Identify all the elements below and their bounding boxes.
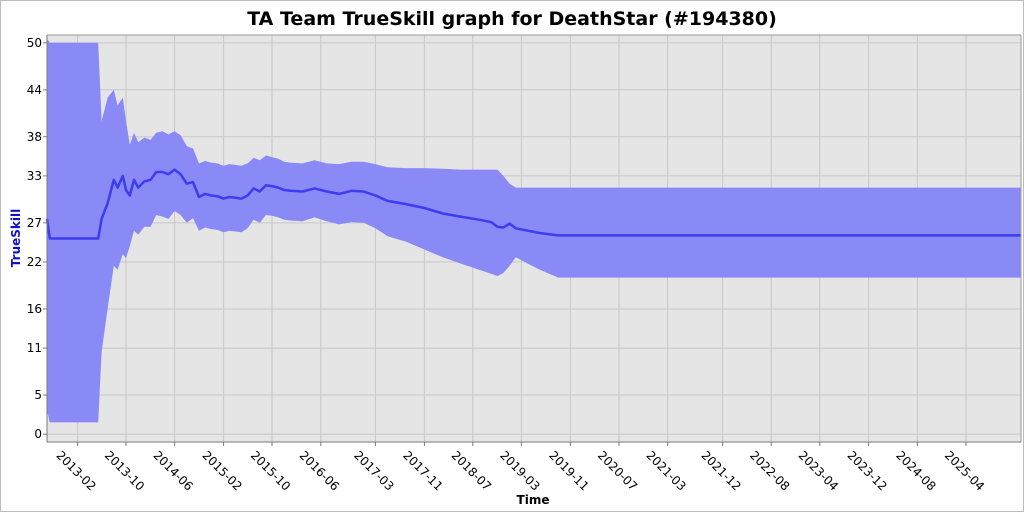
y-axis-label: TrueSkill	[9, 209, 23, 267]
trueskill-line-layer	[45, 168, 1021, 240]
x-tick-label: 2024-08	[893, 448, 938, 493]
y-tick-label: 27	[27, 216, 42, 230]
x-tick-label: 2019-03	[497, 448, 542, 493]
x-tick-label: 2020-07	[595, 448, 640, 493]
x-tick-label: 2021-03	[643, 448, 688, 493]
y-tick-label: 44	[27, 83, 42, 97]
x-tick-label: 2015-10	[248, 448, 293, 493]
chart-title: TA Team TrueSkill graph for DeathStar (#…	[247, 8, 777, 30]
y-tick-label: 0	[34, 427, 42, 441]
x-tick-label: 2019-11	[546, 448, 591, 493]
x-axis-label: Time	[517, 493, 550, 507]
y-tick-label: 16	[27, 302, 42, 316]
x-tick-label: 2022-08	[747, 448, 792, 493]
y-tick-label: 50	[27, 36, 42, 50]
x-tick-label: 2023-04	[796, 448, 841, 493]
x-tick-label: 2014-06	[150, 448, 195, 493]
y-tick-label: 33	[27, 169, 42, 183]
y-tick-label: 22	[27, 255, 42, 269]
y-tick-label: 5	[34, 388, 42, 402]
x-tick-label: 2021-12	[698, 448, 743, 493]
x-tick-label: 2017-03	[351, 448, 396, 493]
y-tick-label: 38	[27, 130, 42, 144]
x-tick-label: 2016-06	[297, 448, 342, 493]
x-tick-label: 2018-07	[449, 448, 494, 493]
trueskill-series-line	[45, 168, 1021, 240]
x-tick-label: 2015-02	[199, 448, 244, 493]
x-tick-label: 2023-12	[844, 448, 889, 493]
x-tick-label: 2013-02	[53, 448, 98, 493]
x-tick-label: 2013-10	[102, 448, 147, 493]
x-tick-label: 2025-04	[942, 448, 987, 493]
x-tick-label: 2017-11	[400, 448, 445, 493]
y-tick-labels: 0 5 11 16 22 27 33 38 44 50	[27, 36, 47, 441]
y-tick-label: 11	[27, 341, 42, 355]
x-tick-labels: 2013-02 2013-10 2014-06 2015-02 2015-10 2016-…	[53, 442, 987, 494]
